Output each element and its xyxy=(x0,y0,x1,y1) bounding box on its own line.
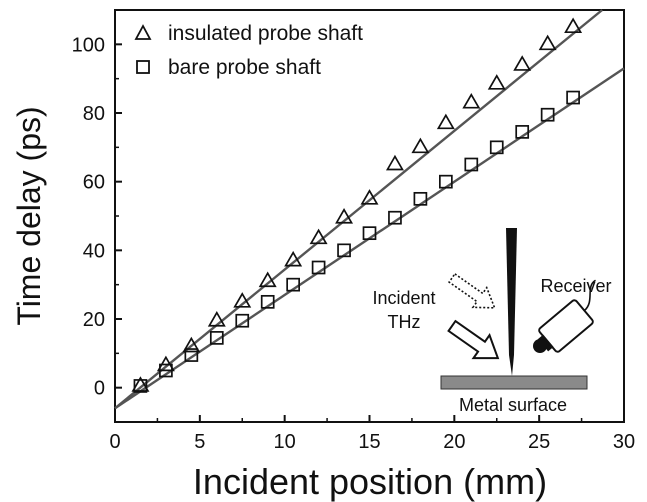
point-insulated-10 xyxy=(387,157,402,170)
point-insulated-14 xyxy=(489,76,504,89)
legend-label-insulated: insulated probe shaft xyxy=(168,22,363,45)
y-tick-label-5: 100 xyxy=(72,34,105,56)
metal-surface xyxy=(441,376,587,389)
y-axis-title: Time delay (ps) xyxy=(11,106,47,325)
x-tick-label-4: 20 xyxy=(443,431,465,453)
x-tick-label-6: 30 xyxy=(613,431,635,453)
point-insulated-13 xyxy=(464,95,479,108)
probe-tip xyxy=(506,228,517,376)
point-insulated-16 xyxy=(540,36,555,49)
y-tick-label-0: 0 xyxy=(94,378,105,400)
axis-ticks: 0 5 10 15 20 25 30 0 20 40 60 80 100 xyxy=(72,34,636,453)
x-axis-title: Incident position (mm) xyxy=(193,461,547,502)
y-tick-label-2: 40 xyxy=(83,240,105,262)
point-insulated-11 xyxy=(413,139,428,152)
x-tick-label-2: 10 xyxy=(274,431,296,453)
y-tick-label-3: 60 xyxy=(83,172,105,194)
fit-line-1 xyxy=(115,68,624,408)
y-tick-label-1: 20 xyxy=(83,309,105,331)
incident-arrow-icon xyxy=(444,315,506,370)
legend: insulated probe shaft bare probe shaft xyxy=(136,22,363,79)
incident-label-line1: Incident xyxy=(372,288,435,308)
x-tick-label-1: 5 xyxy=(194,431,205,453)
y-tick-label-4: 80 xyxy=(83,103,105,125)
legend-square-marker xyxy=(137,61,149,73)
legend-label-bare: bare probe shaft xyxy=(168,56,321,79)
dotted-arrow-icon xyxy=(445,268,501,317)
x-tick-label-0: 0 xyxy=(109,431,120,453)
incident-label-line2: THz xyxy=(388,312,421,332)
metal-surface-label: Metal surface xyxy=(459,395,567,415)
point-insulated-15 xyxy=(515,57,530,70)
legend-triangle-marker xyxy=(136,26,150,39)
point-insulated-12 xyxy=(438,115,453,128)
receiver-lens xyxy=(533,339,547,353)
inset-schematic: Incident THz Receiver Metal surface xyxy=(372,228,615,415)
receiver-label: Receiver xyxy=(540,276,611,296)
x-tick-label-5: 25 xyxy=(528,431,550,453)
x-tick-label-3: 15 xyxy=(358,431,380,453)
